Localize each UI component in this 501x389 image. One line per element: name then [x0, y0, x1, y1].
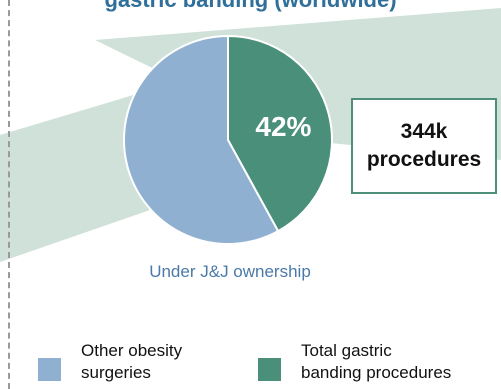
callout-unit: procedures [366, 148, 482, 171]
legend-item-banding: Total gastric banding procedures [258, 340, 501, 384]
legend-swatch-other [38, 358, 61, 381]
procedures-callout: 344k procedures [351, 98, 497, 194]
legend-item-other: Other obesity surgeries [38, 340, 241, 384]
legend-swatch-banding [258, 358, 281, 381]
highlight-band-left [0, 90, 150, 262]
legend-label-banding-1: Total gastric [301, 341, 392, 360]
pie-slice-other [123, 34, 280, 245]
callout-value: 344k [400, 120, 448, 143]
pie-slice-label: 42% [255, 111, 311, 142]
legend-label-banding-2: banding procedures [301, 363, 452, 382]
pie-slice-banding [227, 34, 333, 233]
divider-line [8, 0, 10, 389]
pie-chart: 42% [123, 34, 333, 245]
chart-title: gastric banding (worldwide) [0, 0, 501, 13]
legend-label-other-1: Other obesity [81, 341, 183, 360]
ownership-caption: Under J&J ownership [149, 262, 311, 281]
legend-label-other-2: surgeries [81, 363, 151, 382]
